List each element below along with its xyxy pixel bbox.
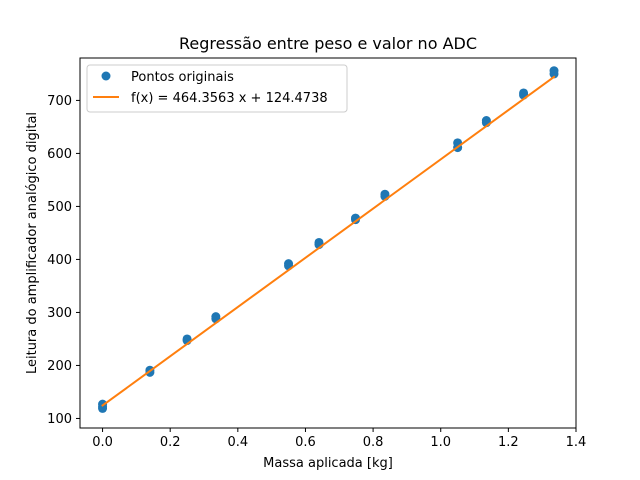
legend-label-fit: f(x) = 464.3563 x + 124.4738 xyxy=(131,91,328,106)
chart-title: Regressão entre peso e valor no ADC xyxy=(179,34,477,53)
x-tick-label: 0.6 xyxy=(295,435,316,450)
legend-label-points: Pontos originais xyxy=(131,70,234,85)
regression-line xyxy=(101,75,556,407)
y-tick-label: 500 xyxy=(47,200,72,215)
y-tick-label: 100 xyxy=(47,412,72,427)
legend: Pontos originais f(x) = 464.3563 x + 124… xyxy=(86,64,348,113)
x-axis-ticks: 0.0 0.2 0.4 0.6 0.8 1.0 1.2 1.4 xyxy=(92,428,586,450)
y-tick-label: 300 xyxy=(47,306,72,321)
y-tick-label: 700 xyxy=(47,94,72,109)
plot-area xyxy=(80,58,576,428)
axes-layer xyxy=(79,57,577,429)
y-tick-label: 600 xyxy=(47,147,72,162)
legend-marker-points xyxy=(101,71,111,81)
x-tick-label: 1.0 xyxy=(430,435,451,450)
x-axis-label: Massa aplicada [kg] xyxy=(263,456,393,471)
data-point xyxy=(549,69,559,79)
plot-layer xyxy=(98,66,559,413)
x-tick-label: 0.0 xyxy=(92,435,113,450)
y-axis-ticks: 100 200 300 400 500 600 700 xyxy=(47,94,80,427)
x-tick-label: 1.4 xyxy=(566,435,587,450)
y-tick-label: 200 xyxy=(47,359,72,374)
legend-box xyxy=(86,64,348,113)
x-tick-label: 0.4 xyxy=(227,435,248,450)
y-axis-label: Leitura do amplificador analógico digita… xyxy=(25,112,40,374)
y-tick-label: 400 xyxy=(47,253,72,268)
x-tick-label: 0.2 xyxy=(160,435,181,450)
x-tick-label: 1.2 xyxy=(498,435,519,450)
data-point xyxy=(98,403,108,413)
x-tick-label: 0.8 xyxy=(363,435,384,450)
axes-frame xyxy=(79,57,577,429)
